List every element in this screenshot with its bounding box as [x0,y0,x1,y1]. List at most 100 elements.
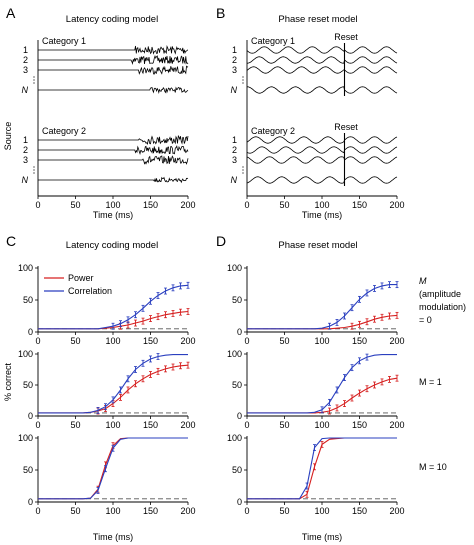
source-label-srcA-c1-s2: 2 [23,55,28,65]
ellipsis-dot [242,82,244,84]
panel-b-trace-c1-s2 [247,56,398,64]
ellipsis-dot [33,172,35,174]
ellipsis-dot [242,79,244,81]
source-label-srcB-c1-s1: 1 [232,45,237,55]
m-label-0-line-2: (amplitude [419,289,461,299]
panel-b-trace-c1-s1 [246,46,398,54]
plot-d-1-ytick-label-0: 0 [237,411,242,421]
plot-c-0-xtick-label-0: 0 [35,336,40,346]
panel-a-source-traces: Category 1 Category 2 0 50 100 150 200 Time … [3,36,196,220]
panel-a-x-ticks: 0 50 100 150 200 [35,196,196,210]
plot-d-2-ytick-label-1: 50 [232,465,242,475]
panel-a-trace-c2-s3 [38,155,189,165]
panel-b-source-traces: Category 1 Category 2 Reset Reset 0 50 100… [242,32,405,220]
plot-c-2-xtick-label-1: 50 [70,506,80,516]
ellipsis-dot [33,76,35,78]
plot-d-0-xtick-label-1: 50 [279,336,289,346]
ticksB-tick-label-1: 50 [279,200,289,210]
plot-c-1-xtick-label-1: 50 [70,420,80,430]
panel-letter-c: C [6,233,16,249]
panel-a-category-1-label: Category 1 [42,36,86,46]
ellipsis-dot [242,166,244,168]
panel-a-trace-c1-s4 [38,86,189,95]
panel-d-x-label: Time (ms) [302,532,342,542]
source-label-srcB-c2-s4: N [231,175,238,185]
ellipsis-dot [33,79,35,81]
plot-c-0-xtick-label-2: 100 [105,336,120,346]
ticksA-tick-label-2: 100 [105,200,120,210]
plot-c-2-xtick-label-3: 150 [143,506,158,516]
panel-b-trace-c2-s4 [246,176,398,184]
source-label-srcA-c1-s3: 3 [23,65,28,75]
panel-a-x-label: Time (ms) [93,210,133,220]
plot-d-1-xtick-label-2: 100 [314,420,329,430]
panel-b-trace-c2-s3 [246,156,398,164]
plot-d-2-xtick-label-4: 200 [389,506,404,516]
panel-letter-a: A [6,5,16,21]
plot-d-1-xtick-label-1: 50 [279,420,289,430]
plot-d-1-xtick-label-4: 200 [389,420,404,430]
ticksB-tick-label-0: 0 [244,200,249,210]
plot-c-1-xtick-label-4: 200 [180,420,195,430]
source-label-srcB-c2-s3: 3 [232,155,237,165]
source-label-srcB-c2-s1: 1 [232,135,237,145]
panel-a-category-2-traces [33,134,189,184]
plot-d-2-series-correlation [247,437,397,500]
source-label-srcA-c1-s1: 1 [23,45,28,55]
panel-a-category-2-label: Category 2 [42,126,86,136]
plot-d-2-xtick-label-1: 50 [279,506,289,516]
panel-a-trace-c1-s1 [38,45,189,55]
title-c: Latency coding model [66,240,158,251]
panel-b-reset-label-2: Reset [334,122,358,132]
plot-d-0-xtick-label-2: 100 [314,336,329,346]
source-label-srcB-c2-s2: 2 [232,145,237,155]
plot-c-1-ytick-label-0: 0 [28,411,33,421]
plot-d-0-ytick-label-2: 100 [227,263,242,273]
ellipsis-dot [242,76,244,78]
panel-letter-d: D [216,233,226,249]
panel-b-trace-c1-s3 [246,66,398,74]
ticksB-tick-label-2: 100 [314,200,329,210]
m-label-1: M = 1 [419,377,442,387]
ellipsis-dot [33,169,35,171]
source-label-srcA-c2-s1: 1 [23,135,28,145]
source-label-srcA-c2-s3: 3 [23,155,28,165]
plot-d-2-xtick-label-2: 100 [314,506,329,516]
ticksB-tick-label-4: 200 [389,200,404,210]
panel-b-category-1-label: Category 1 [251,36,295,46]
plot-d-0-ytick-label-0: 0 [237,327,242,337]
ticksA-tick-label-4: 200 [180,200,195,210]
panel-b-trace-c2-s1 [246,136,398,144]
plot-d-0-xtick-label-0: 0 [244,336,249,346]
plot-d-1-xtick-label-3: 150 [352,420,367,430]
panel-a-category-1-traces [33,45,189,95]
plot-c-2-xtick-label-4: 200 [180,506,195,516]
source-label-srcB-c1-s4: N [231,85,238,95]
plot-c-1-xtick-label-0: 0 [35,420,40,430]
plot-c-2-ytick-label-2: 100 [18,433,33,443]
m-label-0-line-4: = 0 [419,315,432,325]
plot-c-1-xtick-label-3: 150 [143,420,158,430]
percent-correct-label: % correct [3,363,13,402]
plot-d-2-ytick-label-2: 100 [227,433,242,443]
legend-correlation-label: Correlation [68,286,112,296]
source-label-srcB-c1-s2: 2 [232,55,237,65]
panel-b-trace-c2-s2 [246,146,398,154]
plot-c-2-ytick-label-0: 0 [28,497,33,507]
panel-b-category-2-traces [242,136,398,184]
ticksA-tick-label-0: 0 [35,200,40,210]
ticksA-tick-label-1: 50 [70,200,80,210]
m-label-0-line-1: M [419,276,427,286]
plot-d-1-xtick-label-0: 0 [244,420,249,430]
source-label-srcA-c1-s4: N [22,85,29,95]
plot-d-2-xtick-label-0: 0 [244,506,249,516]
ellipsis-dot [33,166,35,168]
ticksB-tick-label-3: 150 [352,200,367,210]
title-b: Phase reset model [278,14,357,25]
ticksA-tick-label-3: 150 [143,200,158,210]
panel-b-x-label: Time (ms) [302,210,342,220]
